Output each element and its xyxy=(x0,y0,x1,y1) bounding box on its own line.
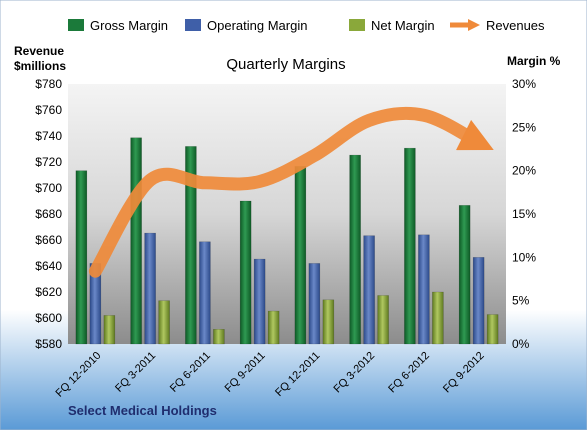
net-margin-bar xyxy=(213,329,224,344)
operating-margin-bar xyxy=(254,259,265,344)
operating-margin-bar xyxy=(418,235,429,344)
legend-swatch-net-margin xyxy=(349,19,365,31)
net-margin-bar xyxy=(378,295,389,344)
left-tick-label: $580 xyxy=(35,337,62,351)
operating-margin-bar xyxy=(364,236,375,344)
left-tick-label: $700 xyxy=(35,181,62,195)
right-tick-label: 30% xyxy=(512,77,536,91)
legend-swatch-operating-margin xyxy=(185,19,201,31)
left-axis-title-line2: $millions xyxy=(14,59,66,73)
gross-margin-bar xyxy=(131,138,142,344)
legend-label-operating-margin: Operating Margin xyxy=(207,18,307,33)
net-margin-bar xyxy=(104,315,115,344)
net-margin-bar xyxy=(487,315,498,344)
gross-margin-bar xyxy=(240,201,251,344)
gross-margin-bar xyxy=(404,148,415,344)
left-tick-label: $660 xyxy=(35,233,62,247)
chart-title: Quarterly Margins xyxy=(226,56,345,73)
left-tick-label: $720 xyxy=(35,155,62,169)
operating-margin-bar xyxy=(309,263,320,344)
right-tick-label: 25% xyxy=(512,120,536,134)
right-tick-label: 15% xyxy=(512,207,536,221)
gross-margin-bar xyxy=(350,155,361,344)
right-tick-label: 10% xyxy=(512,250,536,264)
left-tick-label: $740 xyxy=(35,129,62,143)
net-margin-bar xyxy=(323,300,334,344)
company-name: Select Medical Holdings xyxy=(68,403,217,418)
net-margin-bar xyxy=(159,301,170,344)
right-axis-title: Margin % xyxy=(507,54,561,68)
left-axis-title-line1: Revenue xyxy=(14,44,64,58)
left-tick-label: $640 xyxy=(35,259,62,273)
net-margin-bar xyxy=(268,311,279,344)
left-tick-label: $780 xyxy=(35,77,62,91)
operating-margin-bar xyxy=(145,233,156,344)
left-tick-label: $680 xyxy=(35,207,62,221)
operating-margin-bar xyxy=(473,257,484,344)
gross-margin-bar xyxy=(295,166,306,344)
net-margin-bar xyxy=(432,292,443,344)
right-tick-label: 0% xyxy=(512,337,530,351)
gross-margin-bar xyxy=(459,205,470,344)
legend-swatch-gross-margin xyxy=(68,19,84,31)
legend-label-net-margin: Net Margin xyxy=(371,18,435,33)
right-tick-label: 5% xyxy=(512,294,530,308)
left-tick-label: $760 xyxy=(35,103,62,117)
gross-margin-bar xyxy=(76,171,87,344)
right-tick-label: 20% xyxy=(512,164,536,178)
legend-label-gross-margin: Gross Margin xyxy=(90,18,168,33)
operating-margin-bar xyxy=(199,242,210,344)
left-tick-label: $620 xyxy=(35,285,62,299)
legend-label-revenues: Revenues xyxy=(486,18,545,33)
left-tick-label: $600 xyxy=(35,311,62,325)
